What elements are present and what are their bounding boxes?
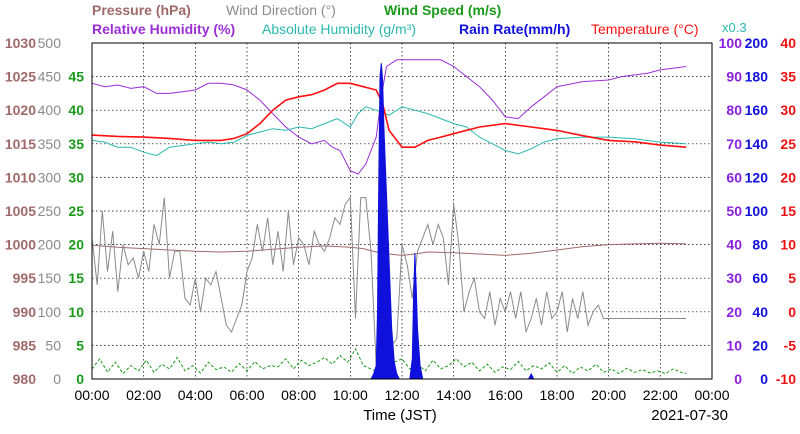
- series-absolute-humidity-g-m: [91, 106, 687, 157]
- legend-wind-direction: Wind Direction (°): [226, 2, 336, 18]
- relative-humidity-tick: 100: [719, 35, 743, 51]
- rain-rate-tick: 200: [745, 35, 769, 51]
- wind-direction-tick: 250: [38, 203, 62, 219]
- tick-labels: 1030102510201015101010051000995990985980…: [5, 35, 796, 403]
- rain-rate-tick: 40: [752, 304, 768, 320]
- scale-note: x0.3: [722, 20, 747, 35]
- rain-rate-tick: 140: [745, 136, 769, 152]
- wind-direction-tick: 300: [38, 169, 62, 185]
- wind-direction-tick: 100: [38, 304, 62, 320]
- legend-wind-speed: Wind Speed (m/s): [384, 2, 501, 18]
- relative-humidity-tick: 20: [726, 304, 742, 320]
- x-tick-label: 12:00: [384, 387, 419, 403]
- pressure-tick: 1000: [5, 237, 36, 253]
- relative-humidity-tick: 50: [726, 203, 742, 219]
- legend-absolute-humidity: Absolute Humidity (g/m³): [262, 21, 416, 37]
- wind-speed-tick: 40: [68, 102, 84, 118]
- plot-frame: [91, 42, 713, 380]
- series-wind-direction: [91, 196, 687, 367]
- wind-direction-tick: 200: [38, 237, 62, 253]
- x-tick-label: 22:00: [643, 387, 678, 403]
- wind-direction-tick: 450: [38, 69, 62, 85]
- temperature-tick: 0: [788, 304, 796, 320]
- temperature-tick: 20: [780, 169, 796, 185]
- wind-speed-tick: 0: [76, 371, 84, 387]
- x-tick-label: 10:00: [333, 387, 368, 403]
- legend-row-2: Relative Humidity (%) Absolute Humidity …: [92, 20, 747, 37]
- rain-rate-tick: 120: [745, 169, 769, 185]
- temperature-tick: -5: [784, 337, 797, 353]
- legend-temperature: Temperature (°C): [591, 21, 699, 37]
- legend-row-1: Pressure (hPa) Wind Direction (°) Wind S…: [92, 2, 501, 18]
- series-temperature-c: [91, 82, 687, 148]
- wind-direction-tick: 0: [53, 371, 61, 387]
- x-tick-label: 02:00: [126, 387, 161, 403]
- plot-grid: [92, 43, 712, 379]
- temperature-tick: 10: [780, 237, 796, 253]
- rain-rate-tick: 100: [745, 203, 769, 219]
- wind-speed-tick: 10: [68, 304, 84, 320]
- pressure-tick: 1010: [5, 169, 36, 185]
- pressure-tick: 1020: [5, 102, 36, 118]
- x-axis-label: Time (JST): [363, 407, 437, 424]
- pressure-tick: 1005: [5, 203, 36, 219]
- wind-speed-tick: 30: [68, 169, 84, 185]
- pressure-tick: 990: [13, 304, 37, 320]
- x-tick-label: 14:00: [436, 387, 471, 403]
- wind-direction-tick: 150: [38, 270, 62, 286]
- pressure-tick: 985: [13, 337, 37, 353]
- date-label: 2021-07-30: [651, 407, 728, 424]
- x-tick-label: 06:00: [229, 387, 264, 403]
- x-tick-label: 00:00: [694, 387, 729, 403]
- rain-rate-tick: 160: [745, 102, 769, 118]
- temperature-tick: 30: [780, 102, 796, 118]
- temperature-tick: 25: [780, 136, 796, 152]
- relative-humidity-tick: 60: [726, 169, 742, 185]
- x-tick-label: 00:00: [74, 387, 109, 403]
- series-layer: [91, 59, 712, 380]
- wind-direction-tick: 350: [38, 136, 62, 152]
- pressure-tick: 1025: [5, 69, 36, 85]
- wind-speed-tick: 45: [68, 69, 84, 85]
- rain-rate-tick: 80: [752, 237, 768, 253]
- legend-rain-rate: Rain Rate(mm/h): [459, 21, 570, 37]
- legend-relative-humidity: Relative Humidity (%): [92, 21, 235, 37]
- relative-humidity-tick: 70: [726, 136, 742, 152]
- pressure-tick: 995: [13, 270, 37, 286]
- wind-speed-tick: 5: [76, 337, 84, 353]
- relative-humidity-tick: 10: [726, 337, 742, 353]
- relative-humidity-tick: 0: [734, 371, 742, 387]
- legend-pressure: Pressure (hPa): [92, 2, 191, 18]
- temperature-tick: 40: [780, 35, 796, 51]
- x-tick-label: 18:00: [539, 387, 574, 403]
- x-tick-label: 08:00: [281, 387, 316, 403]
- rain-rate-tick: 20: [752, 337, 768, 353]
- x-tick-label: 16:00: [488, 387, 523, 403]
- temperature-tick: -10: [776, 371, 796, 387]
- rain-rate-tick: 60: [752, 270, 768, 286]
- temperature-tick: 15: [780, 203, 796, 219]
- temperature-tick: 35: [780, 69, 796, 85]
- pressure-tick: 1015: [5, 136, 36, 152]
- wind-speed-tick: 25: [68, 203, 84, 219]
- wind-speed-tick: 15: [68, 270, 84, 286]
- wind-speed-tick: 35: [68, 136, 84, 152]
- wind-direction-tick: 500: [38, 35, 62, 51]
- pressure-tick: 1030: [5, 35, 36, 51]
- x-tick-label: 04:00: [178, 387, 213, 403]
- rain-rate-tick: 180: [745, 69, 769, 85]
- x-tick-label: 20:00: [591, 387, 626, 403]
- relative-humidity-tick: 80: [726, 102, 742, 118]
- relative-humidity-tick: 40: [726, 237, 742, 253]
- relative-humidity-tick: 30: [726, 270, 742, 286]
- relative-humidity-tick: 90: [726, 69, 742, 85]
- wind-direction-tick: 400: [38, 102, 62, 118]
- pressure-tick: 980: [13, 371, 37, 387]
- rain-rate-tick: 0: [760, 371, 768, 387]
- wind-speed-tick: 20: [68, 237, 84, 253]
- series-relative-humidity: [91, 59, 687, 175]
- wind-direction-tick: 50: [45, 337, 61, 353]
- temperature-tick: 5: [788, 270, 796, 286]
